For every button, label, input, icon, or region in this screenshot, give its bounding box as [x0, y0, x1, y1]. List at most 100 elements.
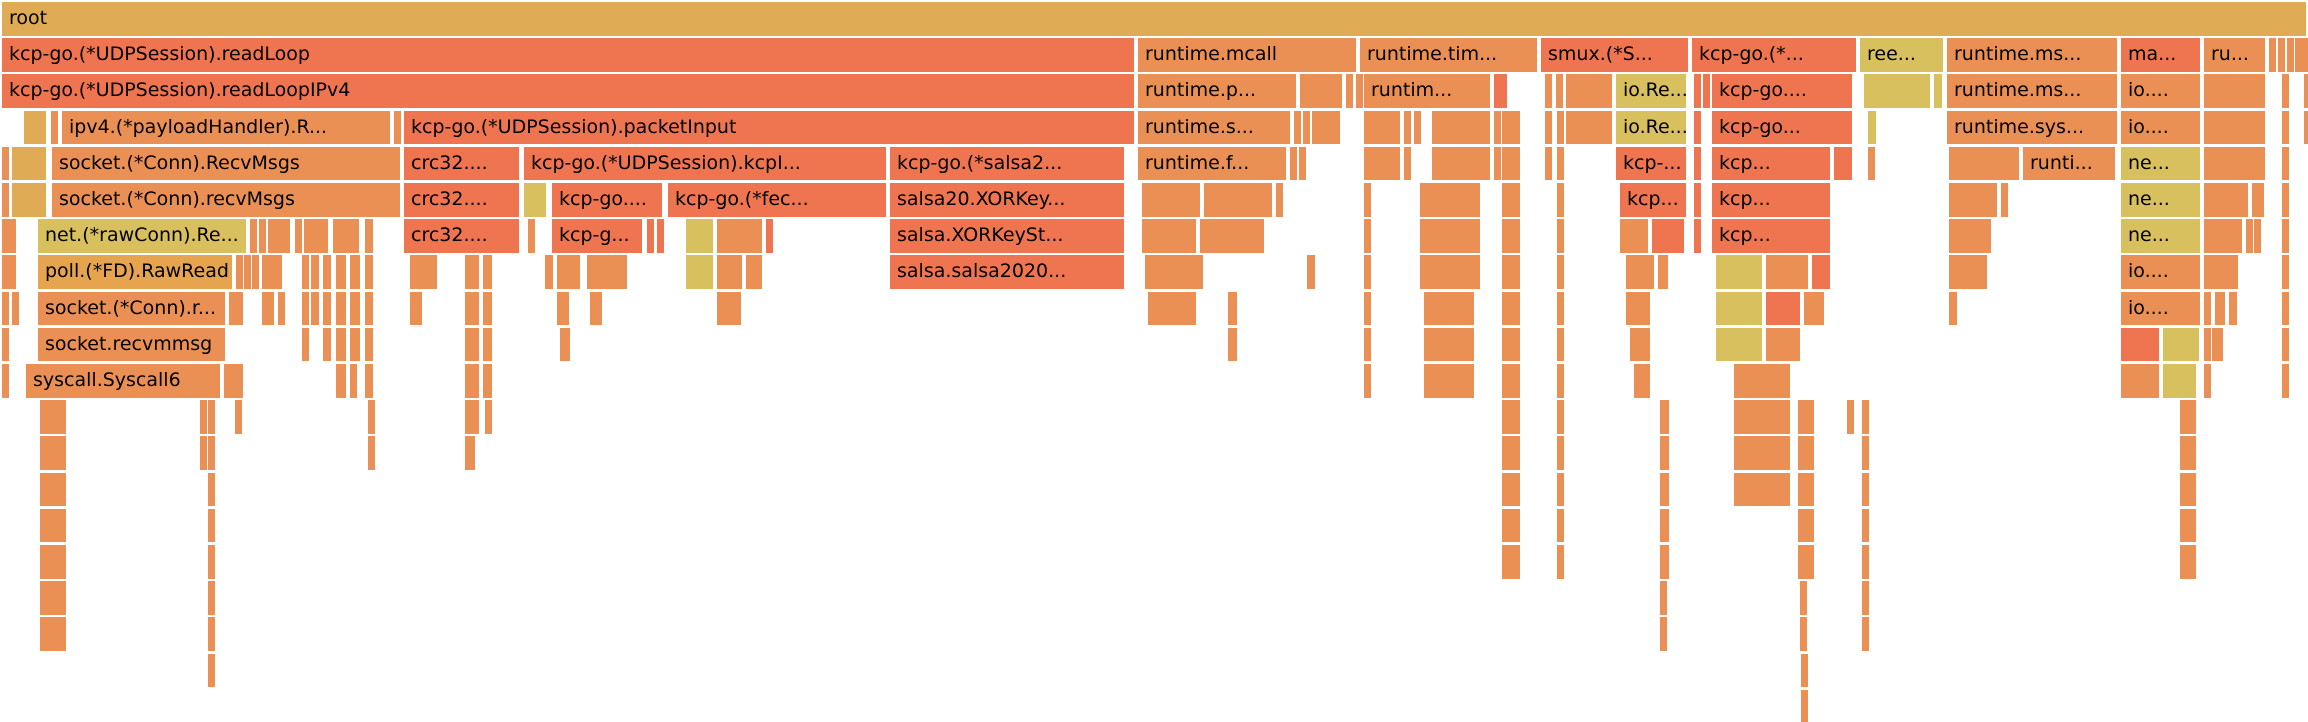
flame-frame[interactable] [717, 291, 741, 326]
flame-frame[interactable] [1502, 146, 1520, 181]
flame-frame[interactable] [1502, 400, 1520, 434]
flame-frame[interactable] [2282, 291, 2289, 326]
flame-frame[interactable] [1494, 110, 1501, 145]
flame-frame[interactable] [333, 219, 359, 253]
flame-frame[interactable] [1949, 183, 1997, 217]
flame-frame[interactable] [1812, 255, 1830, 289]
flame-frame[interactable] [1502, 436, 1520, 470]
flame-frame[interactable] [302, 327, 309, 362]
flame-frame-io[interactable]: io.... [2121, 291, 2200, 326]
flame-frame[interactable] [1660, 545, 1669, 579]
flame-frame[interactable] [1694, 110, 1701, 145]
flame-frame[interactable] [208, 472, 215, 507]
flame-frame[interactable] [1307, 255, 1315, 289]
flame-frame[interactable] [2254, 219, 2261, 253]
flame-frame[interactable] [2282, 146, 2289, 181]
flame-frame[interactable] [1652, 219, 1684, 253]
flame-frame[interactable] [1364, 219, 1371, 253]
flame-frame-ru[interactable]: ru... [2204, 38, 2265, 72]
flame-frame[interactable] [1502, 183, 1520, 217]
flame-frame[interactable] [1557, 291, 1564, 326]
flame-frame[interactable] [1716, 291, 1762, 326]
flame-frame[interactable] [2215, 291, 2225, 326]
flame-frame[interactable] [1734, 400, 1790, 434]
flame-frame[interactable] [1660, 581, 1667, 615]
flame-frame[interactable] [1798, 436, 1814, 470]
flame-frame-salsa-xorkeyst[interactable]: salsa.XORKeySt... [890, 219, 1124, 253]
flame-frame[interactable] [1694, 183, 1701, 217]
flame-frame[interactable] [1868, 110, 1876, 145]
flame-frame[interactable] [1949, 146, 2019, 181]
flame-frame[interactable] [1346, 74, 1353, 108]
flame-frame[interactable] [1660, 508, 1669, 543]
flame-frame[interactable] [2180, 436, 2196, 470]
flame-frame[interactable] [311, 255, 319, 289]
flame-frame[interactable] [1660, 436, 1669, 470]
flame-frame[interactable] [2204, 146, 2265, 181]
flame-frame[interactable] [1864, 74, 1930, 108]
flame-frame[interactable] [2204, 291, 2211, 326]
flame-frame[interactable] [12, 183, 46, 217]
flame-frame[interactable] [1766, 291, 1800, 326]
flame-frame[interactable] [2180, 472, 2196, 507]
flame-frame[interactable] [1766, 327, 1800, 362]
flame-frame-crc32[interactable]: crc32.... [404, 183, 519, 217]
flame-frame[interactable] [51, 110, 58, 145]
flame-frame[interactable] [2282, 327, 2289, 362]
flame-frame-kcp-go-udpsession-readloopipv4[interactable]: kcp-go.(*UDPSession).readLoopIPv4 [2, 74, 1134, 108]
flame-frame[interactable] [1557, 472, 1564, 507]
flame-frame[interactable] [1557, 545, 1564, 579]
flame-frame[interactable] [1502, 327, 1520, 362]
flame-frame[interactable] [236, 255, 243, 289]
flame-frame[interactable] [1716, 255, 1762, 289]
flame-frame-ne[interactable]: ne... [2121, 146, 2200, 181]
flame-frame[interactable] [717, 219, 762, 253]
flame-frame[interactable] [590, 291, 602, 326]
flame-frame[interactable] [2204, 255, 2238, 289]
flame-frame[interactable] [1800, 617, 1807, 651]
flame-frame[interactable] [1545, 146, 1552, 181]
flame-frame[interactable] [1294, 110, 1301, 145]
flame-frame[interactable] [394, 110, 401, 145]
flame-frame[interactable] [1420, 255, 1480, 289]
flame-frame-io-re[interactable]: io.Re... [1616, 110, 1686, 145]
flame-frame[interactable] [350, 364, 357, 398]
flame-frame[interactable] [1502, 364, 1520, 398]
flame-frame[interactable] [2, 183, 9, 217]
flame-frame[interactable] [224, 364, 231, 398]
flame-frame[interactable] [2180, 400, 2196, 434]
flame-frame[interactable] [2282, 255, 2289, 289]
flame-frame[interactable] [365, 327, 373, 362]
flame-frame[interactable] [485, 400, 492, 434]
flame-frame[interactable] [1766, 255, 1808, 289]
flame-frame[interactable] [262, 255, 282, 289]
flame-frame[interactable] [483, 255, 492, 289]
flame-frame[interactable] [2304, 110, 2308, 145]
flame-frame-kcp-go[interactable]: kcp-go.... [552, 183, 662, 217]
flame-frame[interactable] [208, 581, 215, 615]
flame-frame[interactable] [365, 255, 373, 289]
flame-frame-salsa20-xorkey[interactable]: salsa20.XORKey... [890, 183, 1124, 217]
flame-frame[interactable] [2204, 364, 2211, 398]
flame-frame[interactable] [24, 110, 46, 145]
flame-frame[interactable] [12, 291, 19, 326]
flame-frame[interactable] [236, 291, 243, 326]
flame-frame[interactable] [250, 219, 257, 253]
flame-frame[interactable] [1502, 508, 1520, 543]
flame-frame[interactable] [1424, 291, 1474, 326]
flame-frame[interactable] [483, 327, 492, 362]
flame-frame[interactable] [350, 327, 360, 362]
flame-frame[interactable] [2282, 183, 2289, 217]
flame-frame[interactable] [1862, 472, 1869, 507]
flame-frame[interactable] [2282, 219, 2289, 253]
flame-frame[interactable] [208, 508, 215, 543]
flame-frame[interactable] [1557, 146, 1564, 181]
flame-frame[interactable] [2204, 110, 2265, 145]
flame-frame-kcp-go[interactable]: kcp-go.... [1712, 74, 1852, 108]
flame-frame[interactable] [746, 255, 762, 289]
flame-frame[interactable] [465, 327, 479, 362]
flame-frame[interactable] [1364, 364, 1371, 398]
flame-frame[interactable] [2212, 327, 2223, 362]
flame-frame[interactable] [1801, 689, 1808, 722]
flame-frame[interactable] [686, 255, 713, 289]
